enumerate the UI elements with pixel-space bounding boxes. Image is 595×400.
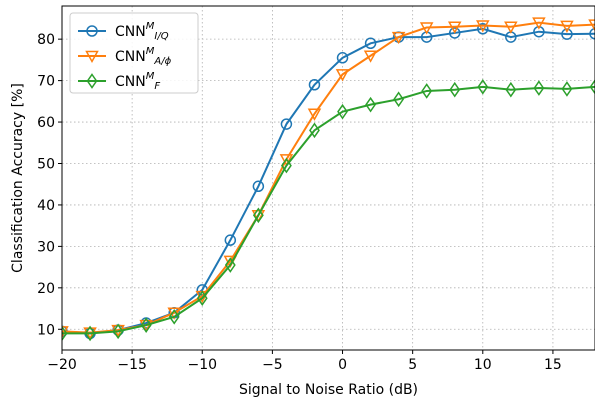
y-tick-label: 60 — [37, 115, 55, 131]
data-point — [280, 118, 293, 130]
data-point — [224, 234, 237, 246]
x-tick-label: −20 — [47, 357, 77, 373]
data-point — [252, 180, 265, 193]
data-point — [561, 28, 573, 40]
data-point — [391, 31, 406, 45]
legend-item: CNNMF — [78, 71, 160, 92]
x-tick-label: 15 — [544, 357, 562, 373]
x-tick-label: −10 — [187, 357, 217, 373]
y-tick-label: 10 — [37, 322, 55, 338]
data-point — [419, 22, 434, 35]
legend-marker — [85, 50, 99, 64]
plot-frame — [61, 5, 595, 351]
data-point — [560, 20, 574, 33]
data-point — [252, 207, 264, 224]
data-point — [281, 157, 292, 174]
y-tick-label: 80 — [37, 32, 55, 48]
data-point — [448, 27, 461, 39]
y-tick-label: 40 — [37, 198, 55, 214]
data-point — [589, 28, 595, 40]
legend-box — [69, 12, 199, 94]
y-axis-label: Classification Accuracy [%] — [10, 83, 26, 273]
data-point — [84, 325, 96, 342]
data-point — [196, 290, 208, 307]
data-point — [364, 37, 377, 50]
data-point — [307, 108, 322, 121]
legend-label: CNNMA/ϕ — [115, 46, 172, 67]
legend-marker — [86, 73, 98, 89]
data-point — [363, 50, 378, 63]
x-tick-label: −15 — [117, 357, 147, 373]
data-point — [308, 78, 321, 91]
data-point — [62, 325, 68, 342]
data-point — [477, 23, 489, 35]
data-point — [533, 80, 545, 96]
y-tick-label: 50 — [37, 156, 55, 172]
data-point — [279, 154, 294, 167]
data-point — [140, 317, 152, 333]
data-point — [335, 69, 350, 82]
data-point — [476, 20, 490, 33]
data-point — [505, 81, 517, 98]
data-point — [588, 19, 595, 32]
legend-label: CNNMF — [115, 71, 160, 92]
data-point — [421, 83, 433, 99]
legend-marker — [86, 25, 98, 37]
data-point — [532, 17, 546, 30]
series-line — [62, 85, 595, 335]
x-axis-label: Signal to Noise Ratio (dB) — [239, 382, 418, 398]
legend-label: CNNMI/Q — [115, 21, 169, 42]
legend-item: CNNMA/ϕ — [78, 46, 172, 67]
y-tick-label: 20 — [37, 281, 55, 297]
series-3 — [62, 79, 595, 342]
data-point — [112, 323, 124, 340]
data-point — [447, 21, 462, 34]
series-layer — [62, 17, 595, 342]
data-point — [365, 96, 376, 113]
data-point — [336, 52, 349, 64]
x-tick-label: 10 — [474, 357, 492, 373]
data-point — [224, 257, 236, 273]
x-tick-label: 5 — [408, 357, 417, 373]
data-point — [477, 79, 489, 95]
data-point — [561, 81, 573, 97]
data-point — [309, 122, 320, 139]
data-point — [589, 79, 595, 95]
data-point — [449, 81, 461, 98]
data-point — [393, 91, 405, 108]
data-point — [504, 21, 518, 34]
y-tick-label: 70 — [37, 74, 55, 90]
data-point — [337, 103, 348, 120]
x-tick-label: −5 — [262, 357, 283, 373]
x-tick-label: 0 — [338, 357, 347, 373]
data-point — [168, 309, 180, 325]
legend-item: CNNMI/Q — [78, 21, 169, 42]
axis-ticks: −20 −15 −10 −5 0 5 10 15 10 20 30 40 50 60 70 80 — [37, 32, 562, 373]
y-tick-label: 30 — [37, 239, 55, 255]
legend: CNNMI/Q CNNMA/ϕ CNNMF — [69, 12, 199, 94]
data-point — [251, 210, 266, 223]
